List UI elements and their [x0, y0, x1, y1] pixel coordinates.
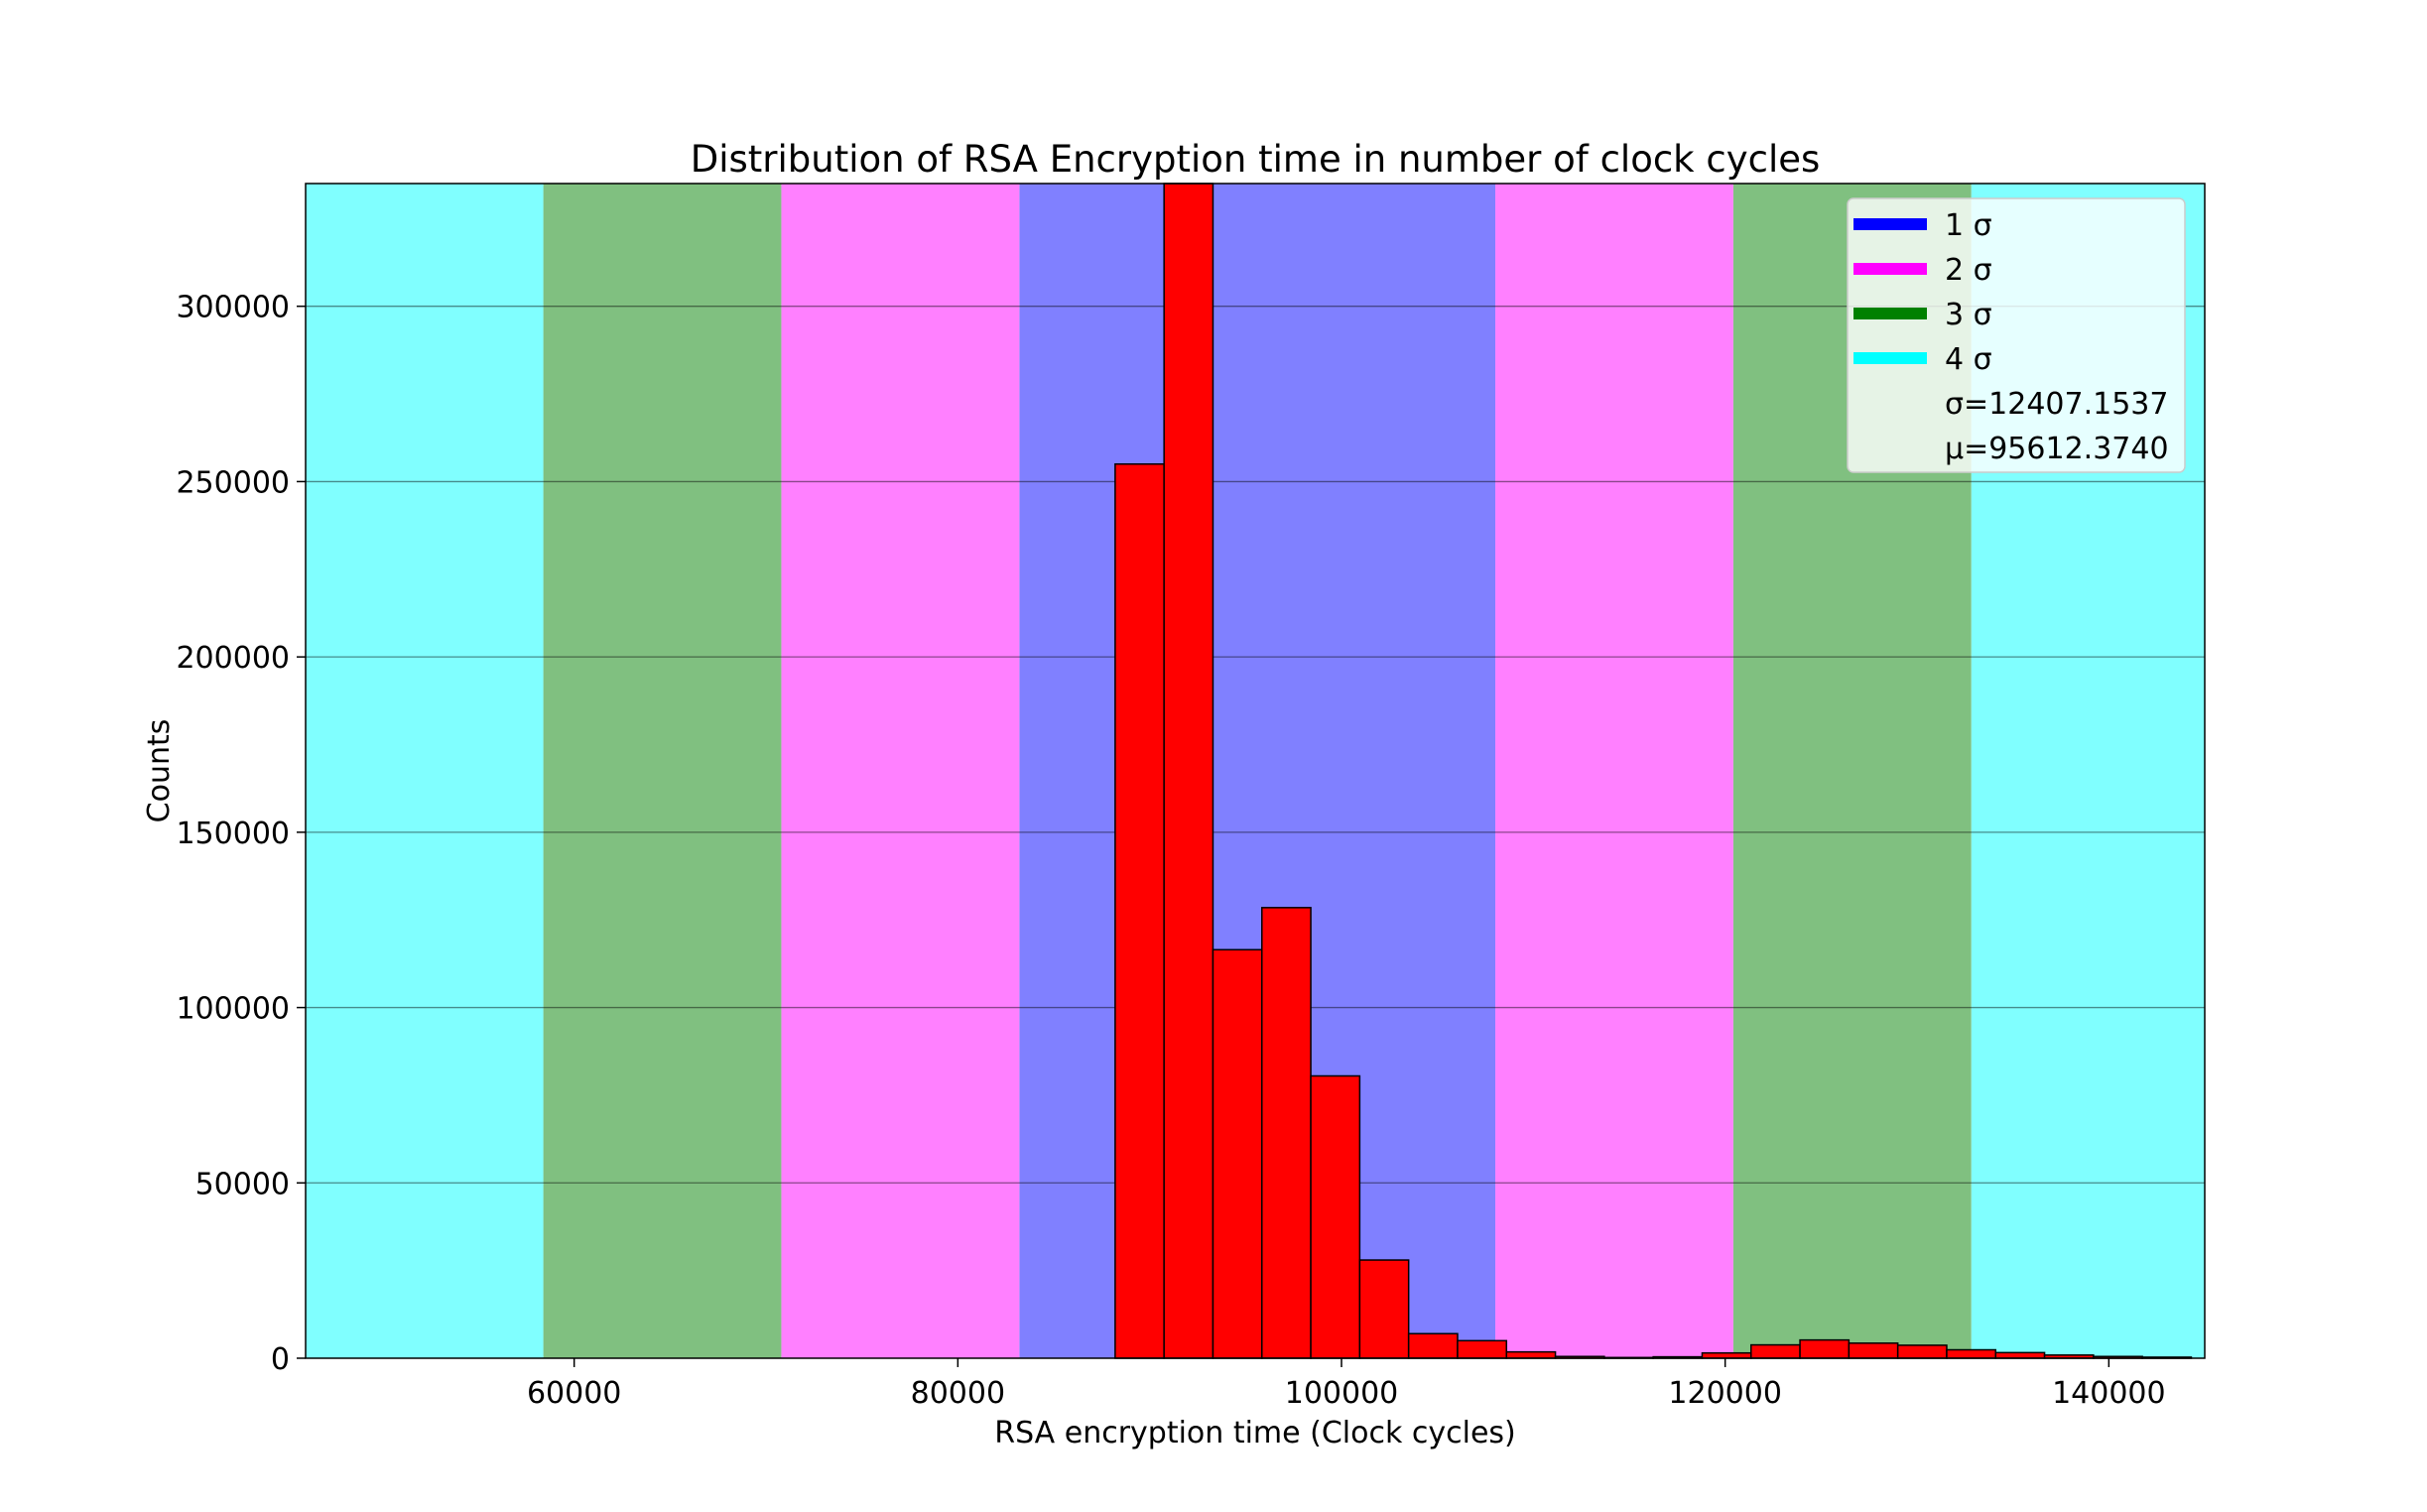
legend-label: 2 σ	[1945, 253, 1992, 288]
y-tick-label: 250000	[176, 465, 290, 500]
chart-title: Distribution of RSA Encryption time in n…	[691, 138, 1821, 181]
legend-label: 1 σ	[1945, 208, 1992, 243]
x-tick-label: 80000	[911, 1376, 1005, 1411]
legend-label: 4 σ	[1945, 342, 1992, 377]
x-tick-label: 60000	[527, 1376, 621, 1411]
y-tick-label: 0	[271, 1342, 290, 1377]
sigma-band-4-left	[306, 184, 544, 1358]
histogram-bar	[1701, 1351, 1752, 1359]
histogram-bar	[1799, 1338, 1851, 1359]
x-tick-label: 100000	[1285, 1376, 1399, 1411]
histogram-bar	[1994, 1351, 2046, 1359]
histogram-bar	[1946, 1348, 1997, 1359]
x-axis-label: RSA encryption time (Clock cycles)	[994, 1416, 1516, 1450]
y-tick-label: 100000	[176, 992, 290, 1027]
histogram-bar	[1310, 1074, 1361, 1359]
plot-frame	[305, 183, 2206, 1359]
sigma-band-3-left	[543, 184, 782, 1358]
histogram-bar	[1896, 1344, 1948, 1359]
x-axis-ticks: 60000 80000 100000 120000 140000	[527, 1358, 2166, 1411]
histogram-bar	[1407, 1332, 1459, 1359]
histogram-bar	[1457, 1339, 1508, 1359]
legend-label: 3 σ	[1945, 298, 1992, 332]
histogram-bar	[1358, 1259, 1410, 1359]
y-tick-label: 150000	[176, 817, 290, 851]
sigma-band-2-left	[781, 184, 1020, 1358]
sigma-bands	[306, 184, 2205, 1358]
x-tick-label: 120000	[1668, 1376, 1782, 1411]
y-tick-label: 200000	[176, 641, 290, 676]
histogram-bar	[1848, 1342, 1899, 1359]
sigma-band-2-right	[1495, 184, 1733, 1358]
y-axis-label: Counts	[142, 719, 177, 823]
legend: 1 σ 2 σ 3 σ 4 σ σ=12407.1537 μ=95612.3740	[1847, 197, 2186, 473]
histogram-bar	[1212, 948, 1263, 1359]
y-axis-ticks: 0 50000 100000 150000 200000 250000 300000	[176, 291, 306, 1377]
y-tick-label: 50000	[195, 1167, 290, 1201]
legend-box	[1847, 197, 2186, 473]
x-tick-label: 140000	[2052, 1376, 2166, 1411]
legend-stat: μ=95612.3740	[1945, 432, 2169, 466]
histogram-bar	[1163, 183, 1214, 1359]
legend-stat: σ=12407.1537	[1945, 387, 2168, 422]
histogram-bars	[1114, 183, 2193, 1359]
histogram-bar	[1505, 1350, 1557, 1359]
histogram-bar	[1261, 907, 1312, 1359]
histogram-bar	[1114, 462, 1165, 1359]
histogram-bar	[1750, 1343, 1801, 1359]
y-tick-label: 300000	[176, 291, 290, 325]
